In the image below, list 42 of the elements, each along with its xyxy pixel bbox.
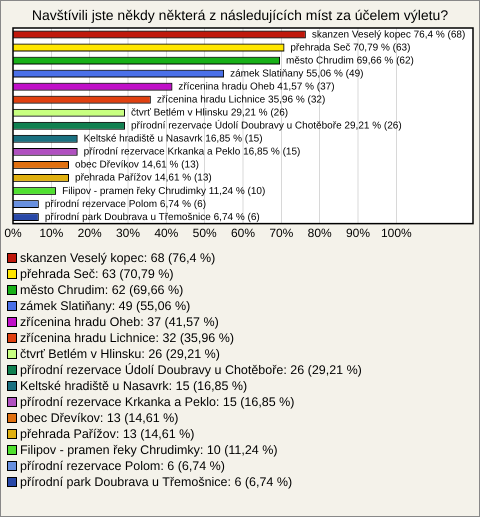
text: obec Dřevíkov: 13 (14,61 %): [20, 410, 178, 426]
category-label: přírodní rezervace Krkanka a Peklo 16,85 % (15): [84, 146, 300, 158]
category-label: obec Dřevíkov 14,61 % (13): [75, 160, 199, 171]
category-label: přírodní rezervace Údolí Doubravy u Chotěboře 29,21 % (26): [130, 120, 402, 132]
category-label: čtvrť Betlém v Hlinsku 29,21 % (26): [130, 108, 288, 119]
text: zřícenina hradu Lichnice: 32 (35,96 %): [20, 330, 234, 346]
category-label: zřícenina hradu Oheb 41,57 % (37): [178, 81, 335, 92]
text: Filipov - pramen řeky Chrudimky: 10 (11,24 %): [20, 442, 278, 458]
text: přírodní rezervace Krkanka a Peklo: 15 (16,85 %): [20, 394, 294, 410]
x-tick-label: 70%: [269, 226, 294, 240]
x-tick-label: 60%: [230, 226, 256, 240]
category-label: Filipov - pramen řeky Chrudimky 11,24 % (10): [62, 186, 266, 197]
chart-title: Navštívili jste někdy některá z následujících míst za účelem výletu?: [30, 6, 450, 25]
text: zřícenina hradu Oheb: 37 (41,57 %): [20, 314, 219, 330]
x-tick-label: 100%: [380, 226, 412, 240]
category-label: přírodní park Doubrava u Třemošnice 6,74 % (6): [44, 212, 260, 223]
x-tick-label: 0%: [4, 226, 22, 240]
category-label: Keltské hradiště u Nasavrk 16,85 % (15): [84, 134, 263, 145]
category-label: zřícenina hradu Lichnice 35,96 % (32): [156, 94, 326, 106]
text: město Chrudim: 62 (69,66 %): [20, 282, 184, 298]
x-tick-label: 30%: [116, 226, 140, 240]
category-label: zámek Slatiňany 55,06 % (49): [230, 68, 364, 80]
text: přírodní rezervace Polom: 6 (6,74 %): [20, 458, 225, 474]
x-tick-label: 10%: [39, 226, 64, 240]
x-tick-label: 50%: [192, 226, 217, 240]
text: přírodní park Doubrava u Třemošnice: 6 (6,74 %): [20, 474, 292, 490]
text: skanzen Veselý kopec: 68 (76,4 %): [20, 250, 216, 266]
x-tick-label: 80%: [308, 226, 332, 240]
text: zámek Slatiňany: 49 (55,06 %): [20, 298, 190, 314]
category-label: přehrada Pařížov 14,61 % (13): [75, 172, 212, 184]
text: čtvrť Betlém v Hlinsku: 26 (29,21 %): [20, 346, 220, 362]
x-tick-label: 20%: [78, 226, 102, 240]
text: přehrada Seč: 63 (70,79 %): [20, 266, 174, 282]
category-label: přehrada Seč 70,79 % (63): [290, 42, 410, 54]
x-tick-label: 90%: [346, 226, 370, 240]
text: přehrada Pařížov: 13 (14,61 %): [20, 426, 194, 442]
x-tick-label: 40%: [154, 226, 179, 240]
category-label: město Chrudim 69,66 % (62): [286, 55, 414, 66]
text: přírodní rezervace Údolí Doubravy u Chotěboře: 26 (29,21 %): [20, 362, 362, 378]
category-label: skanzen Veselý kopec 76,4 % (68): [312, 29, 466, 40]
text: Keltské hradiště u Nasavrk: 15 (16,85 %): [20, 378, 248, 394]
category-label: přírodní rezervace Polom 6,74 % (6): [44, 198, 206, 210]
